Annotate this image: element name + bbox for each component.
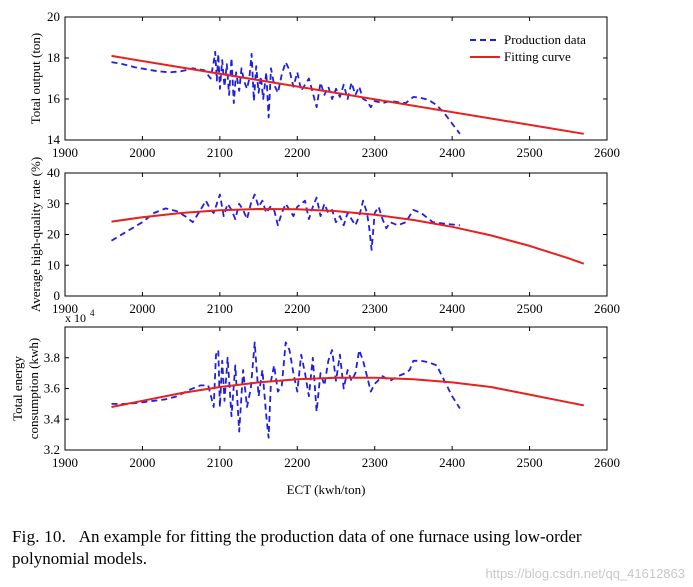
x-tick-label: 2300 [362, 145, 388, 160]
x-tick-label: 2300 [362, 455, 388, 470]
fitting-curve-line [111, 376, 584, 408]
x-tick-label: 2500 [517, 455, 543, 470]
y-tick-label: 30 [47, 196, 60, 211]
y-tick-label: 40 [47, 165, 60, 180]
y-tick-label: 3.2 [44, 442, 60, 457]
x-tick-label: 2100 [207, 145, 233, 160]
fitting-curve-line [111, 54, 584, 135]
legend-label: Production data [504, 32, 586, 47]
y-tick-label: 20 [47, 9, 60, 24]
y-tick-label: 14 [47, 132, 61, 147]
x-axis-label: ECT (kwh/ton) [287, 482, 366, 497]
y-tick-label: 3.6 [44, 381, 61, 396]
plot-area-frame [64, 326, 608, 451]
watermark: https://blog.csdn.net/qq_41612863 [485, 566, 686, 581]
x-tick-label: 2400 [439, 455, 465, 470]
x-tick-label: 2600 [594, 145, 620, 160]
plot-area-frame [64, 16, 608, 141]
legend: Production data Fitting curve [470, 32, 586, 64]
panel-energy: 1900 2000 2100 2200 2300 2400 2500 2600 3.2 3.4 3.… [10, 308, 620, 497]
y-tick-label: 0 [54, 288, 61, 303]
y-axis-label: Average high-quality rate (%) [28, 157, 43, 312]
caption-text: An example for fitting the production da… [12, 527, 582, 568]
x-tick-label: 2600 [594, 301, 620, 316]
x-tick-label: 2200 [284, 145, 310, 160]
y-axis-label: Total output (ton) [28, 33, 43, 125]
y-tick-label: 10 [47, 257, 60, 272]
fitting-curve-line [111, 208, 585, 265]
production-data-line [111, 341, 461, 439]
axis-multiplier: x 10 [65, 311, 86, 325]
x-tick-label: 2400 [439, 301, 465, 316]
x-tick-label: 2100 [207, 455, 233, 470]
x-tick-label: 2200 [284, 301, 310, 316]
x-tick-label: 2000 [129, 145, 155, 160]
y-axis-label-line2: consumption (kwh) [26, 338, 41, 439]
y-tick-label: 3.8 [44, 350, 60, 365]
y-tick-label: 3.4 [44, 411, 61, 426]
x-tick-label: 2600 [594, 455, 620, 470]
x-tick-label: 2500 [517, 301, 543, 316]
x-tick-label: 1900 [52, 455, 78, 470]
axis-multiplier-exponent: 4 [90, 308, 95, 318]
x-tick-label: 2000 [129, 301, 155, 316]
x-tick-label: 2300 [362, 301, 388, 316]
caption-label: Fig. 10. [12, 527, 67, 546]
x-tick-label: 2000 [129, 455, 155, 470]
x-tick-label: 2200 [284, 455, 310, 470]
y-tick-label: 16 [47, 91, 61, 106]
figure: 1900 2000 2100 2200 2300 2400 2500 2600 14 16 18 20… [10, 9, 620, 497]
y-tick-label: 20 [47, 227, 60, 242]
x-tick-label: 1900 [52, 301, 78, 316]
production-data-line [111, 193, 460, 251]
plot-area-frame [64, 172, 608, 297]
x-tick-label: 1900 [52, 145, 78, 160]
y-axis-label: Total energy [10, 356, 25, 421]
panel-rate: 1900 2000 2100 2200 2300 2400 2500 2600 0 10 20 30 4… [28, 157, 620, 316]
panel-output: 1900 2000 2100 2200 2300 2400 2500 2600 14 16 18 20… [28, 9, 620, 160]
x-tick-label: 2500 [517, 145, 543, 160]
legend-label: Fitting curve [504, 49, 571, 64]
y-tick-label: 18 [47, 50, 60, 65]
figure-caption: Fig. 10. An example for fitting the prod… [12, 526, 632, 570]
x-tick-label: 2400 [439, 145, 465, 160]
x-tick-label: 2100 [207, 301, 233, 316]
